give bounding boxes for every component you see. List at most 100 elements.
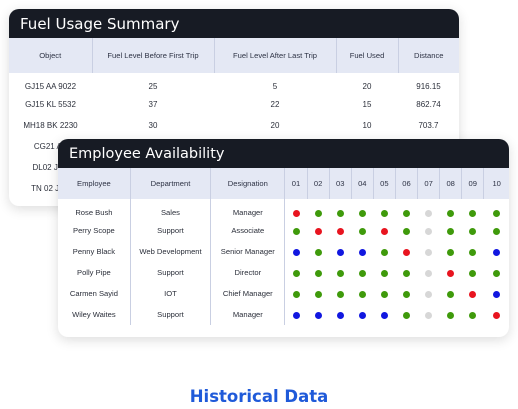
availability-cell [329, 199, 351, 220]
availability-cell [373, 241, 395, 262]
fuel-column-header: Fuel Level Before First Trip [92, 38, 215, 73]
availability-dot-red [292, 209, 300, 217]
employee-column-header: 02 [307, 168, 330, 199]
availability-dot-green [447, 209, 455, 217]
employee-department-cell: Sales [130, 199, 212, 220]
employee-column-header: 07 [417, 168, 441, 199]
employee-name-cell: Perry Scope [58, 220, 131, 241]
fuel-table-cell: 5 [272, 82, 278, 91]
employee-table-header-row: Employee Department Designation 01 02 03 04 05 0… [58, 168, 509, 199]
fuel-table-cell: CG21 AA [33, 142, 68, 151]
fuel-table-cell: 703.7 [418, 121, 439, 130]
availability-cell [307, 220, 329, 241]
employee-column-header: 10 [483, 168, 509, 199]
availability-cell [395, 220, 417, 241]
availability-dot-green [469, 269, 477, 277]
availability-dot-green [469, 248, 477, 256]
employee-availability-card: Employee Availability Employee Department… [58, 139, 509, 337]
employee-table-row: Polly Pipe Support Director [58, 262, 509, 283]
employee-column-header: Designation [210, 168, 286, 199]
availability-dot-blue [336, 248, 344, 256]
availability-cell [462, 283, 484, 304]
availability-cell [440, 262, 462, 283]
fuel-table-cell: 22 [270, 100, 280, 109]
availability-dot-green [469, 227, 477, 235]
employee-name-cell: Polly Pipe [58, 262, 131, 283]
availability-cell [462, 220, 484, 241]
employee-column-header: 01 [284, 168, 308, 199]
availability-cell [462, 304, 484, 325]
availability-dot-blue [492, 290, 500, 298]
fuel-table-cell: DL02 JJ 4 [32, 163, 69, 172]
fuel-usage-title: Fuel Usage Summary [9, 9, 459, 38]
availability-dot-green [314, 248, 322, 256]
availability-cell [462, 199, 484, 220]
availability-dot-green [492, 209, 500, 217]
availability-cell [329, 283, 351, 304]
availability-dot-green [380, 269, 388, 277]
fuel-column-header: Object [9, 38, 93, 73]
availability-cell [329, 220, 351, 241]
employee-designation-cell: Chief Manager [210, 283, 286, 304]
availability-cell [351, 283, 373, 304]
employee-department-cell: Support [130, 304, 212, 325]
employee-designation-cell: Senior Manager [210, 241, 286, 262]
employee-designation-cell: Manager [210, 199, 286, 220]
availability-dot-red [469, 290, 477, 298]
availability-cell [440, 220, 462, 241]
fuel-table-cell: 25 [148, 82, 158, 91]
availability-cell [462, 241, 484, 262]
availability-dot-blue [292, 311, 300, 319]
availability-cell [307, 262, 329, 283]
availability-dot-red [447, 269, 455, 277]
availability-cell [440, 199, 462, 220]
availability-dot-blue [358, 311, 366, 319]
availability-cell [395, 304, 417, 325]
employee-designation-cell: Director [210, 262, 286, 283]
fuel-usage-table: Object Fuel Level Before First Trip Fuel L… [9, 38, 459, 199]
availability-cell [484, 304, 509, 325]
fuel-table-row: MH18 BK 2230 30 20 10 703.7 [9, 115, 459, 136]
availability-dot-green [358, 269, 366, 277]
availability-dot-grey [425, 269, 433, 277]
fuel-table-cell: 30 [148, 121, 158, 130]
availability-dot-grey [425, 209, 433, 217]
availability-dot-green [492, 227, 500, 235]
availability-cell [351, 304, 373, 325]
availability-dot-green [292, 290, 300, 298]
employee-column-header: 03 [329, 168, 352, 199]
availability-dot-green [380, 209, 388, 217]
employee-column-header: 04 [351, 168, 374, 199]
availability-cell [484, 220, 509, 241]
fuel-table-cell: 916.15 [416, 82, 441, 91]
fuel-table-cell: 20 [270, 121, 280, 130]
availability-cell [440, 241, 462, 262]
availability-dot-blue [492, 248, 500, 256]
fuel-table-cell: GJ15 AA 9022 [24, 82, 77, 91]
historical-data-title: Historical Data [189, 387, 329, 406]
employee-availability-table: Employee Department Designation 01 02 03 04 05 0… [58, 168, 509, 325]
availability-cell [395, 283, 417, 304]
employee-department-cell: Support [130, 262, 212, 283]
availability-cell [418, 241, 440, 262]
availability-cell [351, 262, 373, 283]
employee-designation-cell: Associate [210, 220, 286, 241]
availability-dot-red [492, 311, 500, 319]
availability-dot-green [336, 209, 344, 217]
availability-cell [484, 262, 509, 283]
availability-dot-green [447, 227, 455, 235]
availability-cell [285, 262, 307, 283]
availability-dot-blue [380, 311, 388, 319]
fuel-table-cell: 15 [362, 100, 372, 109]
availability-dot-green [358, 209, 366, 217]
employee-department-cell: Web Development [130, 241, 212, 262]
employee-name-cell: Rose Bush [58, 199, 131, 220]
availability-cell [285, 220, 307, 241]
employee-column-header: 05 [373, 168, 396, 199]
employee-department-cell: IOT [130, 283, 212, 304]
availability-cell [285, 283, 307, 304]
availability-cell [307, 199, 329, 220]
fuel-column-header: Fuel Used [336, 38, 399, 73]
employee-department-cell: Support [130, 220, 212, 241]
availability-dot-green [447, 248, 455, 256]
